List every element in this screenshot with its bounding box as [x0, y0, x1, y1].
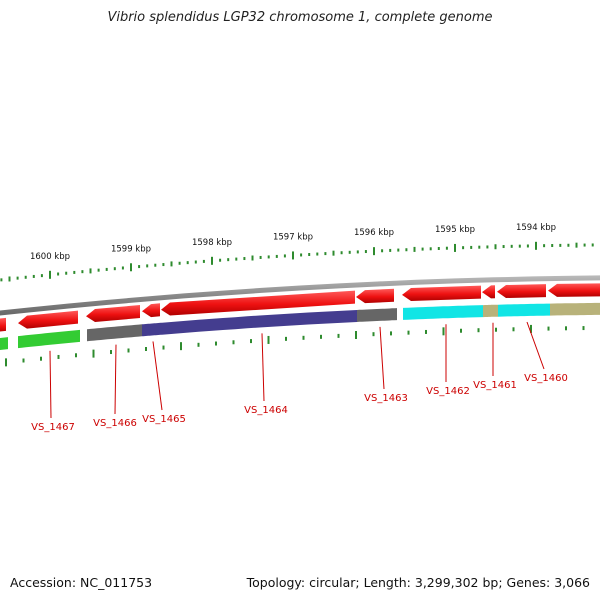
scale-label: 1598 kbp [192, 238, 232, 248]
gene-leader [261, 333, 265, 402]
scale-label: 1597 kbp [273, 232, 313, 242]
cds-arrow [548, 283, 600, 297]
cds-arrow [356, 288, 394, 304]
gene-label[interactable]: VS_1463 [364, 393, 408, 404]
cds-arrow [482, 285, 495, 299]
gene-block[interactable] [357, 308, 397, 322]
scale-labels: 1600 kbp 1599 kbp 1598 kbp 1597 kbp 1596 kbp… [30, 223, 556, 262]
gene-label[interactable]: VS_1467 [31, 422, 75, 433]
scale-label: 1600 kbp [30, 252, 70, 262]
cds-arrow [142, 303, 160, 318]
gene-labels: VS_1467 VS_1466 VS_1465 VS_1464 VS_1463 VS_14… [31, 373, 568, 433]
backbone-ring [0, 275, 600, 316]
map-title: Vibrio splendidus LGP32 chromosome 1, co… [107, 10, 493, 25]
gene-label[interactable]: VS_1460 [524, 373, 568, 384]
gene-block[interactable] [403, 305, 483, 320]
gene-leader [379, 326, 385, 390]
gene-leader [49, 350, 52, 419]
gene-block[interactable] [162, 310, 357, 335]
cds-track [0, 283, 600, 332]
gene-block[interactable] [18, 329, 80, 349]
backbone-layer [0, 275, 600, 316]
gene-block[interactable] [142, 322, 162, 337]
cds-arrow [0, 317, 6, 332]
gene-label[interactable]: VS_1465 [142, 414, 186, 425]
cds-arrow [161, 290, 355, 316]
gene-leader [114, 344, 117, 415]
scale-label: 1599 kbp [111, 244, 151, 254]
scale-ticks [0, 241, 594, 367]
gene-track [0, 302, 600, 351]
gene-label-leaders [49, 321, 545, 419]
scale-label: 1595 kbp [435, 225, 475, 235]
accession-text: Accession: NC_011753 [10, 575, 153, 590]
gene-block[interactable] [483, 304, 498, 318]
cds-arrow [86, 305, 140, 322]
gene-block[interactable] [498, 303, 550, 317]
scale-label: 1596 kbp [354, 228, 394, 238]
gene-block[interactable] [87, 324, 142, 342]
gene-leader [152, 341, 163, 411]
gene-block [550, 302, 600, 316]
gene-block [0, 337, 8, 351]
scale-label: 1594 kbp [516, 223, 556, 233]
cds-arrow [402, 285, 481, 301]
gene-label[interactable]: VS_1461 [473, 380, 517, 391]
gene-leader [526, 321, 545, 370]
gene-label[interactable]: VS_1464 [244, 405, 288, 416]
gene-label[interactable]: VS_1466 [93, 418, 137, 429]
cds-arrow [18, 310, 78, 329]
topology-text: Topology: circular; Length: 3,299,302 bp… [246, 575, 590, 590]
gene-label[interactable]: VS_1462 [426, 386, 470, 397]
cds-arrow [497, 284, 546, 298]
